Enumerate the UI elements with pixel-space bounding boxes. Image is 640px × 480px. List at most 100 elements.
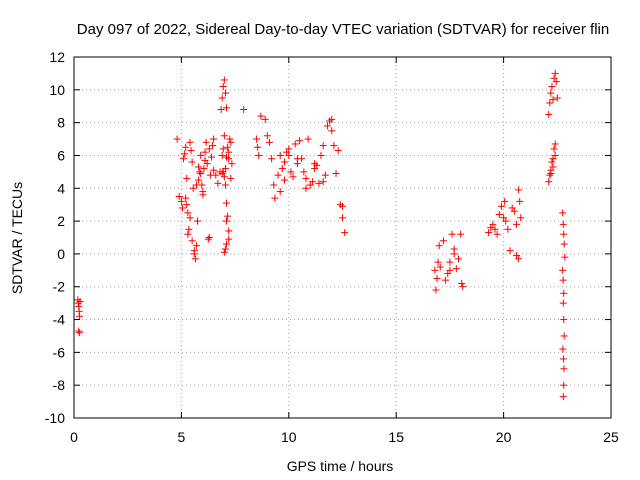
- data-point: [458, 279, 466, 287]
- data-point: [501, 197, 509, 205]
- data-point: [439, 237, 447, 245]
- x-tick-label: 10: [281, 429, 297, 445]
- data-point: [285, 145, 293, 153]
- data-point: [552, 78, 560, 86]
- data-point: [459, 283, 467, 291]
- data-point: [515, 255, 523, 263]
- y-tick-label: 12: [49, 49, 65, 65]
- data-point: [300, 168, 308, 176]
- data-point: [184, 230, 192, 238]
- data-point: [183, 174, 191, 182]
- data-point: [559, 393, 567, 401]
- data-point: [186, 214, 194, 222]
- data-point: [454, 255, 462, 263]
- y-tick-label: 10: [49, 82, 65, 98]
- data-point: [188, 158, 196, 166]
- data-point: [560, 355, 568, 363]
- data-point: [446, 266, 454, 274]
- data-point: [516, 197, 524, 205]
- data-point: [551, 69, 559, 77]
- data-point: [183, 201, 191, 209]
- data-point: [547, 89, 555, 97]
- data-point: [188, 237, 196, 245]
- data-point: [199, 191, 207, 199]
- data-point: [512, 220, 520, 228]
- data-point: [219, 168, 227, 176]
- grid-layer: [73, 56, 612, 419]
- data-point: [547, 166, 555, 174]
- data-point: [187, 147, 195, 155]
- data-point: [546, 171, 554, 179]
- data-point: [217, 106, 225, 114]
- data-point: [270, 181, 278, 189]
- data-point: [225, 235, 233, 243]
- data-point: [182, 194, 190, 202]
- data-point: [491, 225, 499, 233]
- data-point: [210, 166, 218, 174]
- data-point: [274, 171, 282, 179]
- y-tick-label: 2: [57, 213, 65, 229]
- data-point: [560, 289, 568, 297]
- data-point: [228, 160, 236, 168]
- data-point: [281, 158, 289, 166]
- data-point: [178, 204, 186, 212]
- data-point: [311, 160, 319, 168]
- data-point: [506, 247, 514, 255]
- data-point: [220, 132, 228, 140]
- data-point: [448, 230, 456, 238]
- data-point: [319, 142, 327, 150]
- data-point: [545, 178, 553, 186]
- data-point: [76, 297, 84, 305]
- data-point: [291, 140, 299, 148]
- data-point: [560, 332, 568, 340]
- x-tick-label: 25: [603, 429, 619, 445]
- data-point: [185, 225, 193, 233]
- data-point: [255, 151, 263, 159]
- data-point: [196, 168, 204, 176]
- data-point: [224, 212, 232, 220]
- data-point: [240, 106, 248, 114]
- data-point: [561, 253, 569, 261]
- data-point: [227, 174, 235, 182]
- data-point: [559, 345, 567, 353]
- data-point: [560, 240, 568, 248]
- data-point: [201, 148, 209, 156]
- y-tick-label: 0: [57, 246, 65, 262]
- data-point: [263, 132, 271, 140]
- data-point: [545, 110, 553, 118]
- data-point: [339, 202, 346, 210]
- data-point: [253, 135, 261, 143]
- data-point: [302, 184, 310, 192]
- data-point: [560, 230, 568, 238]
- data-point: [265, 138, 273, 146]
- data-point: [559, 299, 567, 307]
- data-point: [432, 286, 440, 294]
- data-point: [189, 184, 197, 192]
- data-point: [559, 276, 567, 284]
- data-point: [517, 214, 525, 222]
- data-point: [221, 89, 229, 97]
- data-point: [225, 227, 233, 235]
- y-axis-label: SDTVAR / TECUs: [9, 182, 25, 294]
- y-tick-label: -2: [53, 279, 66, 295]
- data-point: [192, 242, 200, 250]
- data-point: [220, 76, 228, 84]
- data-point: [551, 140, 559, 148]
- data-point: [281, 176, 289, 184]
- data-point: [223, 217, 231, 225]
- y-tick-label: 6: [57, 147, 65, 163]
- data-point: [261, 115, 269, 123]
- y-tick-label: -8: [53, 377, 66, 393]
- data-point: [218, 94, 226, 102]
- data-point: [221, 245, 229, 253]
- data-point: [319, 178, 327, 186]
- data-point: [328, 127, 336, 135]
- data-point: [271, 194, 279, 202]
- data-point: [315, 179, 323, 187]
- data-point: [504, 225, 512, 233]
- data-point: [205, 234, 213, 241]
- data-point: [221, 181, 229, 189]
- data-point: [502, 217, 510, 225]
- data-point: [560, 381, 568, 389]
- data-points-layer: [74, 69, 569, 401]
